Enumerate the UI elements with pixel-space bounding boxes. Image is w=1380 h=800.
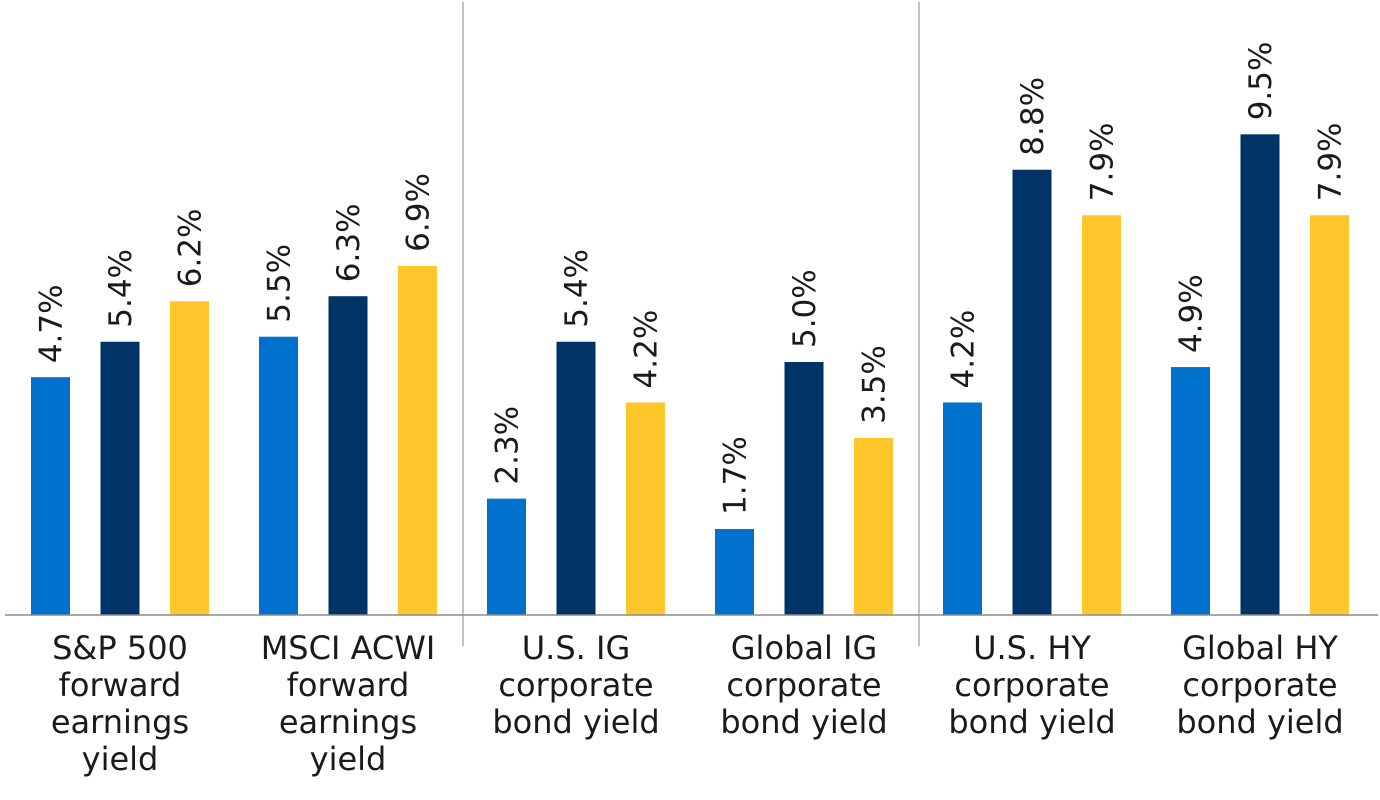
- category-label-line: corporate: [726, 666, 881, 704]
- bar: [487, 498, 526, 615]
- data-label: 4.2%: [946, 310, 982, 389]
- bar: [100, 341, 140, 615]
- category-label-line: forward: [287, 666, 410, 704]
- bar: [715, 528, 754, 615]
- bar: [1082, 215, 1121, 615]
- bar: [626, 402, 665, 615]
- category-label: Global IG corporate bond yield: [720, 629, 887, 741]
- category-label-line: yield: [82, 740, 159, 778]
- data-label: 4.2%: [629, 310, 665, 389]
- bar: [1171, 367, 1210, 615]
- data-label: 2.3%: [490, 406, 526, 485]
- data-label: 5.0%: [787, 269, 823, 348]
- data-label: 3.5%: [857, 345, 893, 424]
- category-label-line: MSCI ACWI: [261, 629, 436, 667]
- category-label: U.S. HY corporate bond yield: [948, 629, 1115, 741]
- category-label-line: yield: [310, 740, 387, 778]
- data-label: 4.7%: [34, 284, 70, 363]
- category-label: U.S. IG corporate bond yield: [492, 629, 659, 741]
- bar: [784, 362, 824, 615]
- category-label-line: U.S. IG: [522, 629, 630, 667]
- bar: [170, 301, 209, 615]
- category-label-line: bond yield: [948, 703, 1115, 741]
- category-label-line: bond yield: [492, 703, 659, 741]
- category-label: S&P 500 forward earnings yield: [51, 629, 189, 778]
- data-label: 6.9%: [401, 173, 437, 252]
- category-label-line: Global IG: [731, 629, 877, 667]
- category-label-line: earnings: [51, 703, 189, 741]
- bar: [556, 341, 596, 615]
- group-dividers: [462, 2, 920, 646]
- bar: [854, 437, 893, 615]
- data-label: 7.9%: [1313, 122, 1349, 201]
- bar: [1012, 169, 1052, 615]
- data-label: 7.9%: [1085, 122, 1121, 201]
- data-label: 6.3%: [331, 203, 367, 282]
- category-label-line: Global HY: [1182, 629, 1338, 667]
- data-label: 8.8%: [1015, 77, 1051, 156]
- data-label: 5.4%: [559, 249, 595, 328]
- category-label: MSCI ACWI forward earnings yield: [261, 629, 436, 778]
- bar: [1310, 215, 1349, 615]
- category-label-line: bond yield: [720, 703, 887, 741]
- category-label-line: bond yield: [1176, 703, 1343, 741]
- category-label: Global HY corporate bond yield: [1176, 629, 1343, 741]
- bar: [943, 402, 982, 615]
- data-label: 9.5%: [1243, 42, 1279, 121]
- value-labels-layer: 4.7% 5.4% 6.2% 5.5% 6.3% 6.9% 2.3% 5.4% 4.2% 1.7%…: [34, 42, 1349, 515]
- category-label-line: corporate: [954, 666, 1109, 704]
- bar: [259, 336, 298, 615]
- bar: [328, 296, 368, 615]
- category-label-line: forward: [59, 666, 182, 704]
- category-label-line: S&P 500: [52, 629, 188, 667]
- data-label: 6.2%: [173, 209, 209, 288]
- bar: [1240, 134, 1280, 616]
- bars-layer: [31, 134, 1349, 616]
- category-label-line: corporate: [498, 666, 653, 704]
- data-label: 5.5%: [262, 244, 298, 323]
- category-label-line: earnings: [279, 703, 417, 741]
- data-label: 5.4%: [103, 249, 139, 328]
- data-label: 1.7%: [718, 436, 754, 515]
- data-label: 4.9%: [1174, 274, 1210, 353]
- category-label-line: U.S. HY: [973, 629, 1091, 667]
- bar: [398, 265, 437, 615]
- category-label-line: corporate: [1182, 666, 1337, 704]
- bar: [31, 377, 70, 615]
